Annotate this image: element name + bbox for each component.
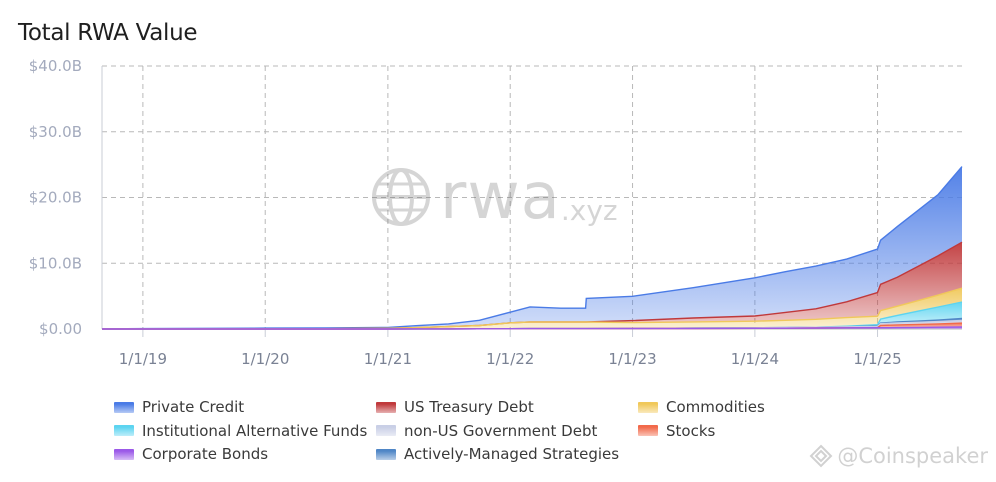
y-tick-label: $40.0B — [29, 57, 82, 75]
legend-item-commodities[interactable]: Commodities — [638, 396, 765, 418]
legend-swatch — [376, 425, 396, 436]
line-corporate-bonds — [102, 326, 963, 330]
legend-swatch — [638, 401, 658, 413]
legend-label: non-US Government Debt — [404, 421, 598, 440]
y-tick-label: $0.00 — [39, 320, 82, 338]
legend-swatch — [114, 448, 134, 460]
legend-item-non-us-government-debt[interactable]: non-US Government Debt — [376, 420, 597, 442]
x-tick-label: 1/1/24 — [731, 350, 779, 368]
coinspeaker-watermark-text: @Coinspeaker — [837, 444, 988, 468]
legend-item-institutional-alternative-funds[interactable]: Institutional Alternative Funds — [114, 420, 367, 442]
legend-swatch — [114, 425, 134, 436]
legend-item-corporate-bonds[interactable]: Corporate Bonds — [114, 443, 268, 465]
legend-label: Institutional Alternative Funds — [142, 421, 368, 440]
legend-item-us-treasury-debt[interactable]: US Treasury Debt — [376, 396, 534, 418]
legend-item-private-credit[interactable]: Private Credit — [114, 396, 244, 418]
rwa-area-chart: $0.00$10.0B$20.0B$30.0B$40.0B 1/1/19 1/1/… — [29, 57, 963, 368]
legend-swatch — [376, 401, 396, 413]
legend-label: Stocks — [666, 421, 716, 440]
legend-swatch — [114, 401, 134, 413]
rwa-watermark: rwa .xyz — [370, 160, 618, 234]
legend-label: Private Credit — [142, 398, 245, 416]
y-axis-ticks: $0.00 $10.0B $20.0B $30.0B $40.0B — [29, 57, 82, 338]
watermark-xyz-text: .xyz — [560, 193, 618, 227]
area-private-credit — [102, 166, 962, 329]
legend-item-actively-managed-strategies[interactable]: Actively-Managed Strategies — [376, 443, 619, 465]
chart-areas — [101, 166, 963, 330]
legend-label: Actively-Managed Strategies — [404, 445, 620, 463]
legend-label: Commodities — [666, 398, 765, 416]
x-tick-label: 1/1/19 — [119, 350, 167, 368]
x-tick-label: 1/1/23 — [608, 350, 656, 368]
x-tick-label: 1/1/21 — [364, 350, 412, 368]
coinspeaker-logo-icon — [809, 444, 833, 468]
legend-swatch — [638, 425, 658, 436]
y-tick-label: $10.0B — [29, 254, 82, 272]
line-private-credit — [101, 166, 963, 330]
y-tick-label: $30.0B — [29, 123, 82, 141]
x-tick-label: 1/1/25 — [853, 350, 901, 368]
x-axis-ticks: 1/1/19 1/1/20 1/1/21 1/1/22 1/1/23 1/1/24 1/1/… — [119, 350, 902, 368]
legend-swatch — [376, 448, 396, 460]
legend-label: Corporate Bonds — [142, 445, 269, 463]
legend-item-stocks[interactable]: Stocks — [638, 420, 715, 442]
y-tick-label: $20.0B — [29, 189, 82, 207]
legend-label: US Treasury Debt — [404, 398, 534, 416]
watermark-rwa-text: rwa — [440, 160, 561, 234]
coinspeaker-watermark: @Coinspeaker — [809, 444, 988, 468]
x-tick-label: 1/1/22 — [486, 350, 534, 368]
page-title: Total RWA Value — [18, 20, 198, 46]
globe-icon — [372, 168, 430, 226]
x-tick-label: 1/1/20 — [241, 350, 289, 368]
